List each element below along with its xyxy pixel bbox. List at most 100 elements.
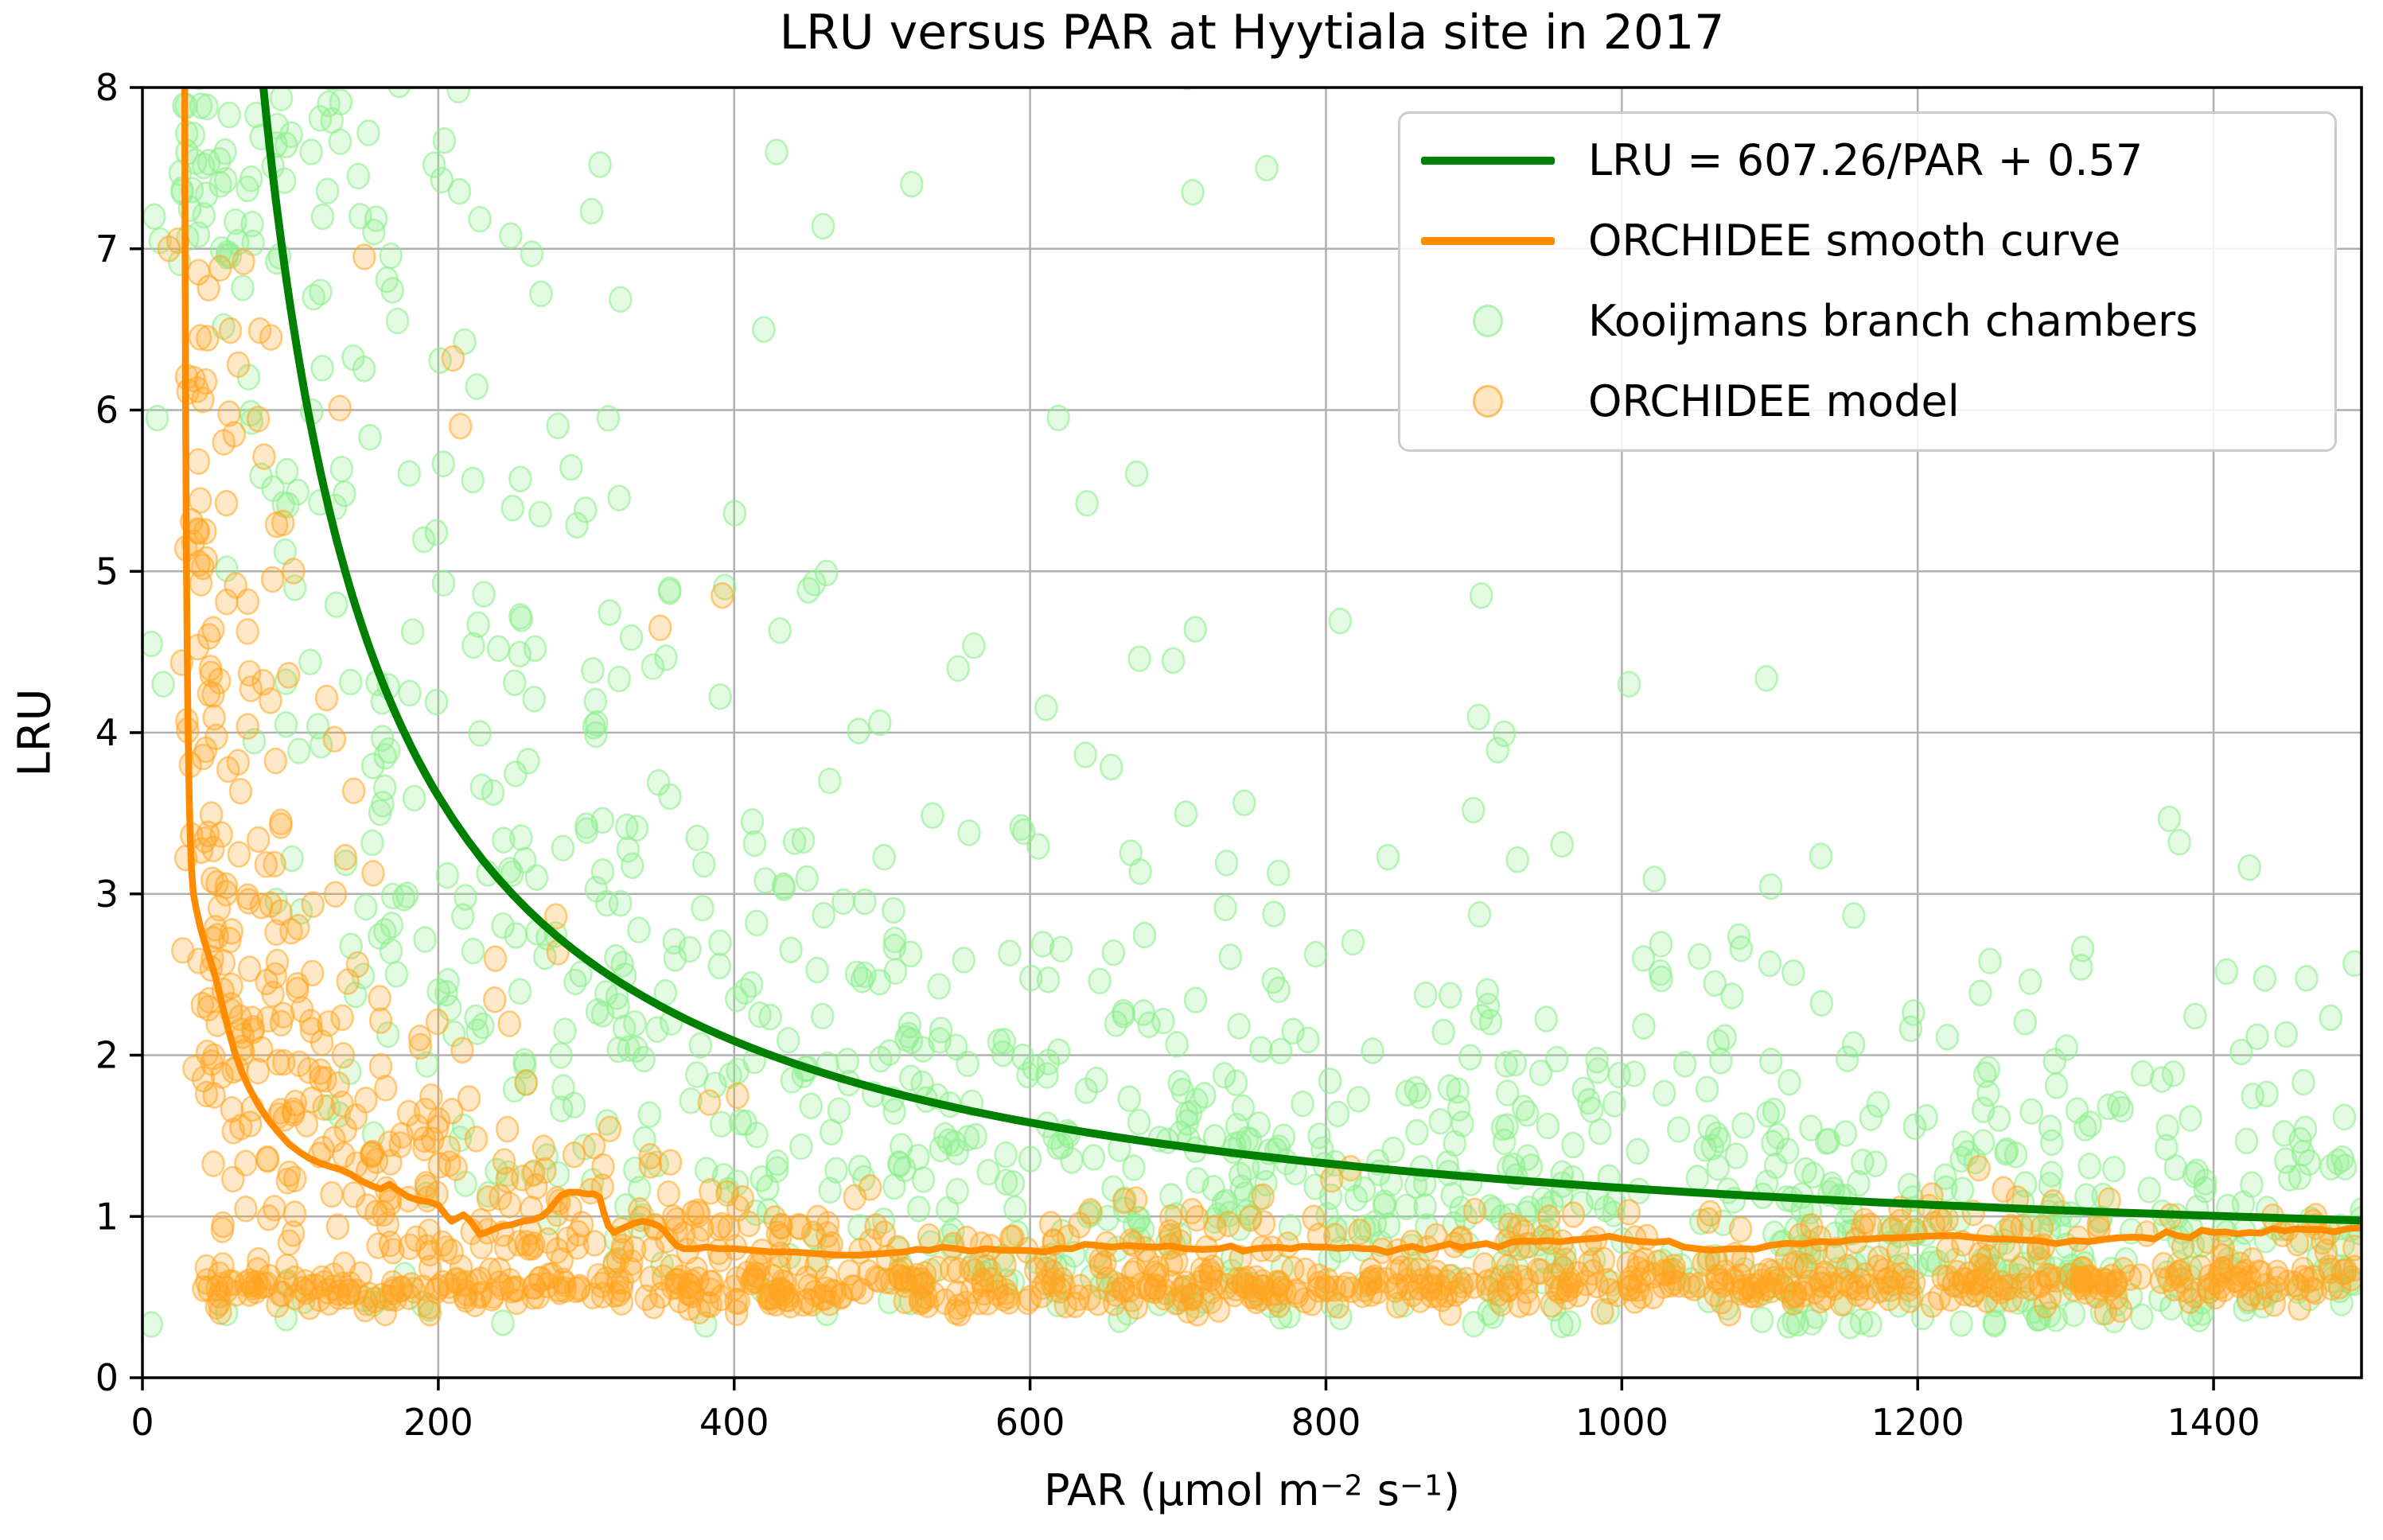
scatter-point: [300, 1086, 324, 1114]
scatter-point: [1281, 1017, 1305, 1045]
scatter-point: [547, 1275, 571, 1303]
scatter-point: [660, 1254, 683, 1281]
scatter-point: [218, 926, 242, 954]
scatter-point: [1046, 1038, 1071, 1065]
scatter-point: [929, 1017, 953, 1044]
scatter-point: [935, 1196, 960, 1223]
scatter-point: [1462, 1197, 1487, 1225]
scatter-point: [2253, 965, 2277, 992]
y-tick-label: 6: [95, 389, 119, 432]
scatter-point: [481, 779, 505, 807]
scatter-point: [1384, 1258, 1409, 1285]
scatter-point: [1495, 1079, 1520, 1106]
scatter-point: [214, 489, 239, 517]
scatter-point: [620, 852, 644, 880]
scatter-point: [263, 747, 288, 775]
scatter-point: [2167, 829, 2191, 856]
scatter-point: [286, 737, 311, 764]
scatter-point: [331, 1041, 356, 1069]
scatter-point: [779, 936, 803, 963]
scatter-point: [1706, 1029, 1731, 1056]
scatter-point: [2327, 1273, 2352, 1300]
scatter-point: [1777, 1312, 1801, 1339]
scatter-point: [532, 1134, 556, 1162]
scatter-point: [524, 864, 549, 891]
scatter-point: [1866, 1091, 1890, 1118]
scatter-point: [1574, 1269, 1598, 1297]
scatter-point: [1413, 1192, 1437, 1220]
scatter-point: [1631, 945, 1656, 972]
scatter-point: [387, 88, 411, 99]
scatter-point: [269, 808, 293, 836]
scatter-point: [687, 1200, 711, 1228]
scatter-point: [195, 1039, 220, 1067]
scatter-point: [1258, 1280, 1283, 1307]
scatter-point: [1778, 1068, 1801, 1096]
scatter-point: [411, 526, 436, 554]
scatter-point: [898, 1011, 922, 1039]
scatter-point: [573, 496, 598, 523]
scatter-point: [1212, 1062, 1236, 1089]
scatter-point: [215, 555, 239, 583]
scatter-point: [1084, 1066, 1108, 1094]
scatter-point: [360, 829, 384, 857]
scatter-point: [582, 1133, 606, 1160]
scatter-point: [1112, 1001, 1135, 1029]
scatter-point: [1440, 1181, 1464, 1209]
scatter-point: [1742, 1281, 1766, 1309]
scatter-point: [1703, 970, 1727, 998]
scatter-point: [752, 316, 776, 343]
scatter-point: [726, 1195, 750, 1222]
scatter-point: [454, 884, 477, 911]
scatter-point: [864, 1265, 888, 1292]
scatter-point: [1127, 1108, 1151, 1136]
scatter-point: [328, 395, 352, 422]
scatter-point: [1963, 1147, 1988, 1175]
scatter-point: [142, 203, 166, 231]
scatter-point: [1511, 1095, 1536, 1122]
scatter-point: [1666, 1116, 1691, 1143]
scatter-point: [497, 1010, 521, 1037]
scatter-point: [771, 872, 796, 900]
scatter-point: [760, 1282, 784, 1310]
scatter-point: [2130, 1060, 2155, 1087]
scatter-point: [952, 947, 976, 974]
scatter-point: [898, 940, 923, 968]
scatter-point: [1003, 1195, 1027, 1223]
legend-marker-icon: [1473, 305, 1503, 337]
scatter-point: [397, 460, 422, 487]
scatter-point: [817, 767, 842, 795]
scatter-point: [1845, 1274, 1870, 1301]
scatter-point: [1181, 178, 1205, 206]
scatter-point: [398, 679, 422, 707]
scatter-point: [1867, 1245, 1891, 1273]
scatter-point: [500, 860, 524, 888]
scatter-point: [274, 711, 298, 738]
scatter-point: [210, 1216, 235, 1244]
scatter-point: [892, 1265, 917, 1293]
scatter-point: [430, 1230, 454, 1258]
scatter-point: [1183, 616, 1208, 643]
scatter-point: [1728, 1215, 1753, 1243]
scatter-point: [1799, 1114, 1823, 1141]
scatter-point: [374, 1075, 398, 1102]
scatter-point: [1516, 1144, 1540, 1171]
scatter-point: [1814, 1128, 1839, 1155]
scatter-point: [2137, 1176, 2162, 1204]
scatter-point: [260, 566, 285, 593]
scatter-point: [574, 812, 598, 839]
scatter-point: [1760, 1259, 1785, 1286]
scatter-point: [257, 21, 278, 45]
scatter-point: [368, 1052, 393, 1080]
scatter-point: [228, 777, 253, 805]
scatter-point: [1688, 943, 1711, 970]
scatter-point: [1123, 1186, 1148, 1213]
scatter-point: [956, 1050, 979, 1078]
scatter-point: [1992, 1176, 2015, 1204]
scatter-point: [1953, 1279, 1977, 1307]
scatter-point: [2178, 1287, 2202, 1315]
scatter-point: [1281, 1255, 1305, 1283]
scatter-point: [257, 1263, 282, 1291]
scatter-point: [329, 455, 354, 483]
scatter-point: [255, 1145, 280, 1173]
